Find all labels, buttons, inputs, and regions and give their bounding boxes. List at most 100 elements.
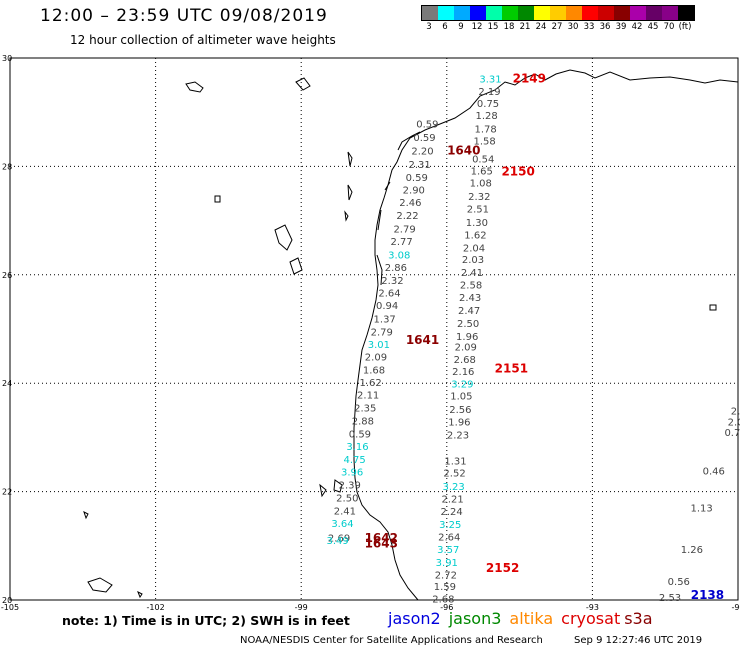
wave-height-value: 2.41 bbox=[461, 268, 483, 279]
inland-water-outline bbox=[185, 81, 204, 93]
colorbar-label: 15 bbox=[487, 22, 499, 32]
legend-jason2: jason2 bbox=[388, 609, 441, 628]
colorbar-label: 3 bbox=[426, 22, 432, 32]
wave-height-value: 3.08 bbox=[388, 251, 410, 262]
wave-height-value: 2.72 bbox=[435, 570, 457, 581]
wave-height-value: 0.78 bbox=[724, 428, 740, 439]
wave-height-value: 2.53 bbox=[659, 593, 681, 604]
wave-height-colorbar bbox=[421, 5, 695, 21]
wave-height-value: 2.11 bbox=[357, 390, 379, 401]
inland-water-outline bbox=[709, 304, 717, 311]
colorbar-swatch bbox=[470, 6, 486, 20]
colorbar-label: 24 bbox=[535, 22, 547, 32]
inland-water-outline bbox=[347, 151, 353, 167]
lon-tick-label: -99 bbox=[295, 603, 308, 612]
colorbar-label: 21 bbox=[519, 22, 531, 32]
wave-height-value: 1.65 bbox=[471, 167, 493, 178]
wave-height-value: 2.21 bbox=[441, 494, 463, 505]
wave-height-value: 1.62 bbox=[464, 230, 486, 241]
wave-height-value: 0.59 bbox=[406, 173, 428, 184]
wave-height-value: 1.26 bbox=[681, 545, 703, 556]
axis-tick-labels: -105 -102 -99 -96 -93 -90 30 28 26 24 22 20 bbox=[1, 54, 740, 612]
wave-height-value: 2.79 bbox=[371, 328, 393, 339]
wave-height-value: 0.94 bbox=[376, 301, 398, 312]
wave-height-value: 4.75 bbox=[343, 455, 365, 466]
colorbar-swatch bbox=[438, 6, 454, 20]
colorbar-label: 45 bbox=[647, 22, 659, 32]
legend-altika: altika bbox=[509, 609, 554, 628]
colorbar-label: 42 bbox=[631, 22, 643, 32]
inland-water-outline bbox=[344, 210, 349, 222]
pass-id-label: 1643 bbox=[365, 536, 398, 550]
lon-tick-label: -105 bbox=[1, 603, 19, 612]
wave-height-value: 3.01 bbox=[368, 340, 390, 351]
wave-height-value: 1.37 bbox=[374, 314, 396, 325]
pass-id-label: 2152 bbox=[486, 561, 519, 575]
satellite-legend: jason2 jason3 altika cryosat s3a bbox=[388, 609, 661, 628]
wave-height-value: 2.43 bbox=[459, 293, 481, 304]
wave-height-value: 1.78 bbox=[474, 124, 496, 135]
wave-height-value: 2.32 bbox=[381, 276, 403, 287]
chart-title: 12:00 – 23:59 UTC 09/08/2019 bbox=[40, 6, 328, 26]
barrier-islands bbox=[376, 131, 421, 286]
wave-height-value: 2.09 bbox=[365, 352, 387, 363]
wave-height-value: 2.39 bbox=[339, 480, 361, 491]
colorbar-label: 12 bbox=[471, 22, 483, 32]
inland-water-outline bbox=[347, 184, 353, 201]
wave-height-value: 3.57 bbox=[437, 545, 459, 556]
wave-height-value: 1.96 bbox=[456, 332, 478, 343]
inland-water-outline bbox=[274, 224, 293, 251]
wave-height-value: 2.22 bbox=[396, 211, 418, 222]
wave-height-value: 2.50 bbox=[457, 319, 479, 330]
lon-tick-label: -90 bbox=[731, 603, 740, 612]
lat-tick-label: 30 bbox=[2, 54, 12, 63]
colorbar-swatch bbox=[518, 6, 534, 20]
wave-height-value: 0.56 bbox=[668, 577, 690, 588]
footer: NOAA/NESDIS Center for Satellite Applica… bbox=[240, 635, 702, 646]
colorbar-swatch bbox=[678, 6, 694, 20]
colorbar-swatch bbox=[486, 6, 502, 20]
wave-height-values: 0.590.592.202.310.592.902.462.222.792.77… bbox=[326, 74, 740, 605]
wave-height-value: 1.62 bbox=[359, 378, 381, 389]
wave-height-value: 2.47 bbox=[458, 306, 480, 317]
wave-height-value: 3.23 bbox=[442, 482, 464, 493]
wave-height-value: 2.68 bbox=[454, 355, 476, 366]
lon-tick-label: -93 bbox=[586, 603, 599, 612]
wave-height-value: 0.59 bbox=[413, 133, 435, 144]
chart-subtitle: 12 hour collection of altimeter wave hei… bbox=[70, 33, 336, 47]
wave-height-value: 2.46 bbox=[399, 198, 421, 209]
colorbar-label: 18 bbox=[503, 22, 515, 32]
coastline bbox=[83, 69, 739, 601]
wave-height-value: 3.31 bbox=[479, 74, 501, 85]
lat-tick-label: 22 bbox=[2, 488, 12, 497]
colorbar-label: 36 bbox=[599, 22, 611, 32]
lat-tick-label: 26 bbox=[2, 271, 12, 280]
wave-height-value: 2.56 bbox=[449, 405, 471, 416]
wave-height-value: 1.58 bbox=[474, 137, 496, 148]
inland-water-outline bbox=[289, 257, 303, 275]
colorbar-swatch bbox=[566, 6, 582, 20]
wave-height-value: 3.91 bbox=[436, 558, 458, 569]
colorbar-label: (ft) bbox=[678, 22, 692, 32]
pass-id-label: 1642 bbox=[365, 531, 398, 545]
colorbar-label: 70 bbox=[663, 22, 675, 32]
wave-height-value: 1.96 bbox=[448, 417, 470, 428]
wave-height-value: 2.51 bbox=[467, 204, 489, 215]
wave-height-value: 2.16 bbox=[452, 367, 474, 378]
wave-height-value: 2.69 bbox=[328, 533, 350, 544]
wave-height-value: 2.52 bbox=[443, 468, 465, 479]
wave-height-value: 2.58 bbox=[460, 280, 482, 291]
wave-height-value: 2.64 bbox=[378, 288, 400, 299]
colorbar-label: 39 bbox=[615, 22, 627, 32]
wave-height-value: 2.20 bbox=[411, 146, 433, 157]
pass-id-label: 1640 bbox=[447, 143, 480, 157]
wave-height-value: 2.23 bbox=[447, 430, 469, 441]
wave-height-value: 2.32 bbox=[468, 192, 490, 203]
wave-height-value: 0.75 bbox=[477, 99, 499, 110]
wave-height-value: 0.59 bbox=[349, 429, 371, 440]
colorbar-swatch bbox=[534, 6, 550, 20]
wave-height-value: 2.09 bbox=[455, 343, 477, 354]
units-note: note: 1) Time is in UTC; 2) SWH is in fe… bbox=[62, 613, 350, 628]
footer-agency: NOAA/NESDIS Center for Satellite Applica… bbox=[240, 635, 543, 646]
